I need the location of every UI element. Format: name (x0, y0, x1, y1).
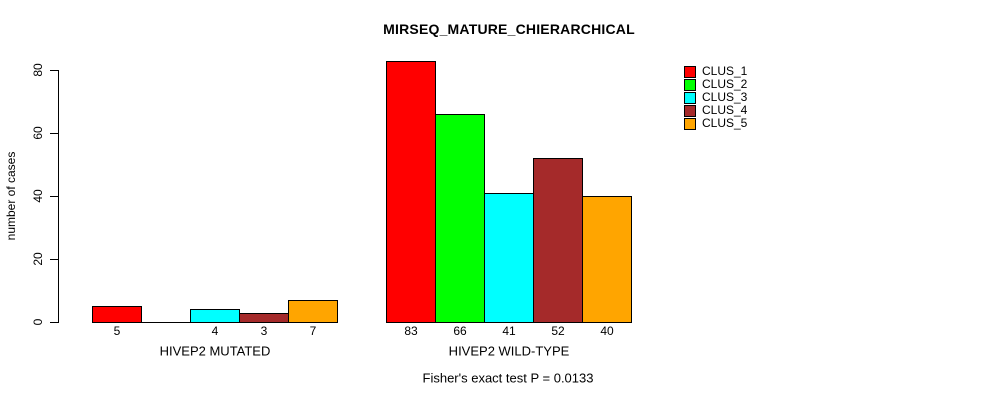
legend-swatch-clus_4 (684, 104, 696, 117)
legend-label: CLUS_1 (702, 64, 748, 78)
x-group-label-2: HIVEP2 WILD-TYPE (448, 343, 570, 359)
y-axis-title: number of cases (4, 151, 18, 241)
bar-value-label: 66 (453, 324, 467, 338)
y-axis-tick (50, 259, 59, 260)
bar-clus_4-group1 (239, 313, 289, 323)
legend-item: CLUS_3 (684, 91, 747, 104)
legend-label: CLUS_3 (702, 90, 748, 104)
subtitle-pvalue: Fisher's exact test P = 0.0133 (422, 370, 594, 386)
bar-clus_2-group2 (435, 114, 485, 323)
legend-item: CLUS_4 (684, 104, 747, 117)
bar-value-label: 7 (309, 324, 317, 338)
legend-item: CLUS_5 (684, 117, 747, 130)
bar-value-label: 4 (211, 324, 219, 338)
legend-swatch-clus_2 (684, 78, 696, 91)
bar-clus_4-group2 (533, 158, 583, 323)
bar-value-label: 5 (113, 324, 121, 338)
bar-clus_3-group1 (190, 309, 240, 323)
y-axis-tick-label: 0 (31, 318, 45, 326)
legend: CLUS_1 CLUS_2 CLUS_3 CLUS_4 CLUS_5 (684, 65, 747, 130)
y-axis-tick (50, 70, 59, 71)
y-axis-tick-label: 40 (31, 189, 45, 203)
chart-title: MIRSEQ_MATURE_CHIERARCHICAL (383, 21, 635, 37)
y-axis-tick-label: 80 (31, 63, 45, 77)
legend-label: CLUS_2 (702, 77, 748, 91)
legend-item: CLUS_2 (684, 78, 747, 91)
bar-clus_5-group2 (582, 196, 632, 323)
x-group-label-1: HIVEP2 MUTATED (159, 343, 271, 359)
y-axis-tick (50, 196, 59, 197)
bar-value-label: 83 (404, 324, 418, 338)
bar-value-label: 52 (551, 324, 565, 338)
legend-label: CLUS_4 (702, 103, 748, 117)
bar-clus_1-group2 (386, 61, 436, 323)
legend-swatch-clus_3 (684, 91, 696, 104)
bar-clus_5-group1 (288, 300, 338, 323)
bar-value-label: 3 (260, 324, 268, 338)
y-axis-tick (50, 133, 59, 134)
y-axis-tick-label: 60 (31, 126, 45, 140)
bar-clus_1-group1 (92, 306, 142, 323)
legend-swatch-clus_1 (684, 65, 696, 78)
y-axis-tick-label: 20 (31, 252, 45, 266)
bar-value-label: 40 (600, 324, 614, 338)
bar-clus_2-group1 (141, 322, 191, 323)
bar-clus_3-group2 (484, 193, 534, 323)
legend-swatch-clus_5 (684, 117, 696, 130)
y-axis-tick (50, 322, 59, 323)
bar-value-label: 41 (502, 324, 516, 338)
legend-label: CLUS_5 (702, 116, 748, 130)
legend-item: CLUS_1 (684, 65, 747, 78)
